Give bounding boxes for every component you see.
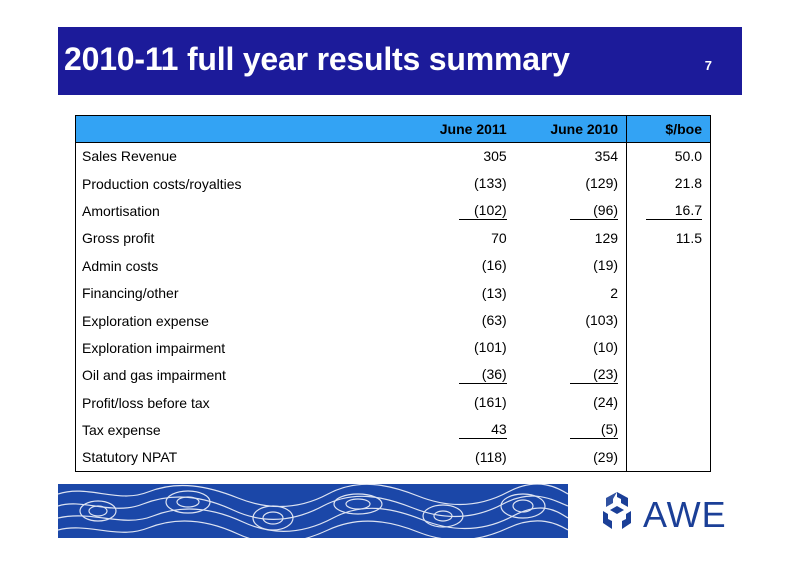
awe-logo: AWE (597, 490, 757, 535)
table-row: Production costs/royalties (133) (129) 2… (76, 169, 711, 198)
awe-logo-text: AWE (643, 494, 727, 535)
table-row: Exploration impairment (101) (10) (76, 334, 711, 362)
table-row: Profit/loss before tax (161) (24) (76, 389, 711, 417)
boe-value: 11.5 (675, 229, 702, 246)
boe-value (658, 352, 702, 353)
table-row: Sales Revenue 305 354 50.0 (76, 142, 711, 170)
june-2010-value: (23) (570, 366, 619, 385)
table-row: Financing/other (13) 2 (76, 279, 711, 307)
june-2010-value: 129 (594, 229, 619, 246)
table-header-row: June 2011 June 2010 $/boe (75, 115, 711, 143)
row-label: Oil and gas impairment (82, 367, 226, 384)
row-label: Exploration expense (82, 312, 209, 329)
table-row: Amortisation (102) (96) 16.7 (76, 197, 711, 225)
row-label: Tax expense (82, 422, 161, 439)
column-header-boe: $/boe (626, 115, 711, 143)
boe-value: 16.7 (646, 202, 702, 220)
june-2010-value: (10) (593, 339, 619, 356)
footer-contour-banner (58, 484, 568, 538)
boe-value: 21.8 (674, 175, 702, 192)
row-label: Production costs/royalties (82, 175, 242, 192)
june-2010-value: 354 (594, 147, 619, 164)
row-label: Amortisation (82, 202, 160, 219)
title-bar: 2010-11 full year results summary 7 (58, 27, 742, 95)
june-2011-value: (118) (475, 448, 507, 465)
june-2010-value: (24) (593, 394, 619, 411)
june-2011-value: (16) (481, 257, 507, 274)
june-2010-value: (129) (585, 175, 619, 192)
june-2010-value: (103) (585, 312, 619, 329)
boe-value (658, 297, 702, 298)
june-2011-value: (133) (474, 175, 507, 192)
boe-value (658, 270, 702, 271)
row-label: Profit/loss before tax (82, 394, 210, 411)
slide-title: 2010-11 full year results summary (64, 41, 570, 77)
table-row: Gross profit 70 129 11.5 (76, 224, 711, 253)
row-label: Financing/other (82, 285, 179, 302)
boe-value (658, 434, 702, 435)
row-label: Gross profit (82, 230, 155, 247)
june-2011-value: (101) (474, 339, 507, 356)
row-label: Admin costs (82, 257, 159, 274)
page-number: 7 (704, 58, 712, 73)
boe-value (658, 461, 702, 462)
boe-value (658, 379, 702, 380)
table-row: Tax expense 43 (5) (76, 416, 711, 444)
column-header-june-2010: June 2010 (514, 115, 627, 143)
june-2010-value: (29) (593, 448, 619, 465)
june-2011-value: (13) (481, 284, 507, 301)
table-row: Admin costs (16) (19) (76, 252, 711, 280)
june-2010-value: (5) (570, 421, 619, 440)
column-header-label (75, 115, 403, 143)
june-2011-value: (102) (458, 202, 507, 220)
june-2011-value: 43 (458, 421, 507, 440)
column-header-june-2011: June 2011 (402, 115, 515, 143)
june-2011-value: (161) (474, 394, 507, 411)
june-2010-value: (19) (593, 257, 619, 274)
june-2011-value: (63) (481, 312, 507, 329)
june-2011-value: 70 (491, 229, 507, 246)
row-label: Sales Revenue (82, 148, 177, 165)
june-2011-value: 305 (483, 147, 507, 164)
table-row: Exploration expense (63) (103) (76, 306, 711, 335)
boe-value (658, 407, 702, 408)
boe-value: 50.0 (674, 147, 702, 164)
june-2010-value: 2 (610, 284, 619, 301)
results-table: June 2011 June 2010 $/boe Sales Revenue … (75, 115, 711, 472)
awe-logo-icon (603, 492, 631, 529)
table-row: Oil and gas impairment (36) (23) (76, 361, 711, 390)
row-label: Statutory NPAT (82, 449, 178, 466)
june-2011-value: (36) (458, 366, 507, 385)
contour-pattern-graphic (58, 484, 568, 538)
boe-value (658, 325, 702, 326)
row-label: Exploration impairment (82, 339, 226, 356)
table-row: Statutory NPAT (118) (29) (76, 443, 711, 472)
june-2010-value: (96) (570, 202, 619, 220)
